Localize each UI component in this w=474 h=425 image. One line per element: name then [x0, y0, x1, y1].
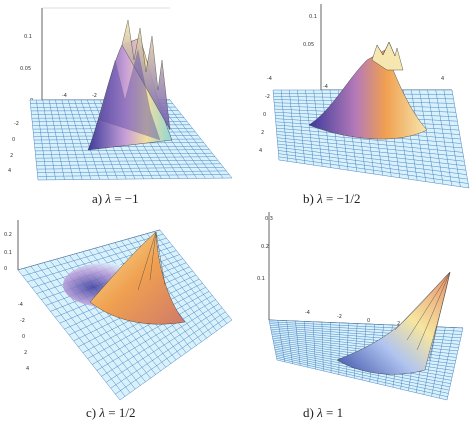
panel-a-grid-line [169, 99, 233, 179]
panel-a-grid-line [34, 145, 207, 148]
panel-a-grid-line [35, 149, 210, 152]
panel-b-xtick-4: 4 [441, 76, 444, 82]
panel-b-ytick-2: 0 [263, 112, 266, 118]
panel-d-grid-line [439, 327, 455, 399]
panel-a-grid-line [36, 163, 221, 166]
panel-d-grid-line [276, 357, 448, 397]
panel-b-grid-line [411, 89, 427, 182]
panel-c-grid-line [105, 307, 223, 383]
panel-a-grid-line [37, 174, 230, 177]
panel-c-ytick-0: -4 [18, 302, 23, 308]
panel-d-grid-line [276, 356, 449, 394]
panel-c-grid-line [87, 291, 210, 359]
panel-b-ytick-1: -2 [265, 94, 270, 100]
panel-b-grid-line [276, 131, 463, 149]
panel-a-xtick-1: -2 [92, 93, 97, 99]
panel-c-grid-line [115, 315, 229, 395]
panel-b-grid-line [277, 143, 466, 166]
panel-b-grid-line [276, 134, 463, 153]
panel-a-grid-line [37, 177, 233, 181]
panel-c-grid-line [92, 295, 213, 365]
panel-c-ytick-1: -2 [20, 318, 25, 324]
panel-b-grid-line [277, 147, 466, 171]
panel-b-grid-line [278, 150, 467, 175]
panel-c-ztick-1: 0.1 [4, 250, 12, 256]
panel-c-caption: c) λ = 1/2 [86, 405, 136, 420]
panel-a-caption: a) λ = −1 [92, 191, 139, 206]
panel-b-grid-line [278, 153, 468, 180]
panel-a-ytick-3: 4 [8, 168, 11, 174]
panel-b-ytick-4: 4 [259, 148, 262, 154]
panel-c-grid-line [96, 299, 216, 371]
panel-b-grid-line [278, 156, 469, 184]
panel-b-grid-line [277, 140, 465, 162]
panel-c-grid-line [101, 303, 220, 377]
panel-d-grid-line [431, 327, 446, 397]
panel-d-ztick-0: 0.3 [265, 216, 273, 222]
panel-d-grid-line [276, 359, 448, 401]
panel-a-ztick-0: 0.1 [24, 34, 32, 40]
panel-d-xtick-2: 0 [367, 318, 370, 324]
panel-b-plot: 0.1 0.05 -4 4 -4 -2 0 2 4 [259, 4, 470, 189]
panel-b-xtick-0: -4 [323, 84, 328, 90]
panel-b-surface [308, 41, 428, 140]
panel-d-xtick-0: -4 [305, 310, 310, 316]
panel-c-grid-line [119, 319, 233, 401]
panel-c-plot: 0.2 0.1 0 -4 -2 0 -4 -2 0 2 4 [4, 220, 233, 401]
panel-a-plot: 0.1 0.05 0 -4 -2 4 -2 0 2 4 [8, 7, 233, 181]
panel-c-ytick-3: 2 [24, 350, 27, 356]
panel-d-caption: d) λ = 1 [303, 405, 344, 420]
panel-c-surface [63, 231, 186, 325]
panel-a-grid-line [35, 152, 213, 155]
panel-b-grid-line [443, 89, 461, 187]
panel-b-grid-line [278, 159, 470, 189]
panel-d-grid-line [423, 326, 437, 395]
panel-c-grid-line [110, 311, 226, 389]
panel-c-ztick-0: 0.2 [4, 232, 12, 238]
panel-d-xtick-3: 2 [397, 321, 400, 327]
panel-a-grid-line [37, 170, 227, 173]
panel-c-ytick-4: 4 [26, 366, 29, 372]
panel-a-ytick-0: -2 [14, 121, 19, 127]
panel-d-grid-line [275, 354, 450, 391]
panel-a-xtick-0: -4 [62, 93, 67, 99]
panel-b-grid-line [427, 89, 444, 185]
panel-b-ztick-0: 0.1 [309, 14, 317, 20]
panel-d-ztick-1: 0.2 [261, 244, 269, 250]
panel-a-ytick-1: 0 [12, 137, 15, 143]
panel-a-grid-line [36, 167, 224, 170]
panel-b-ztick-1: 0.05 [303, 42, 314, 48]
panel-c-grid-line [159, 229, 233, 321]
panel-a-ztick-1: 0.05 [20, 66, 31, 72]
panel-b-ytick-3: 2 [261, 130, 264, 136]
panel-c-ytick-2: 0 [22, 334, 25, 340]
panel-c-ztick-2: 0 [4, 266, 7, 272]
panel-d-xtick-1: -2 [337, 314, 342, 320]
panel-b-grid-line [451, 89, 470, 189]
panel-a-ytick-2: 2 [10, 153, 13, 159]
panel-b-caption: b) λ = −1/2 [303, 191, 361, 206]
panel-a-grid-line [35, 156, 216, 159]
panel-c-grid-line [153, 231, 228, 324]
panel-d-surface [336, 271, 451, 375]
panel-d-grid-line [446, 327, 464, 401]
panel-b-grid-line [419, 89, 435, 183]
panel-d-plot: 0.3 0.2 0.1 -4 -2 0 2 -4 [257, 212, 464, 401]
panel-a-grid-line [36, 160, 218, 163]
panel-a-grid-line [163, 99, 224, 179]
panel-c-grid-line [146, 233, 223, 328]
panel-a-surface [87, 19, 173, 151]
panel-b-grid-line [435, 89, 452, 186]
panel-b-grid-line [277, 137, 464, 158]
panel-d-ztick-2: 0.1 [257, 276, 265, 282]
panel-b-ytick-0: -4 [267, 76, 272, 82]
